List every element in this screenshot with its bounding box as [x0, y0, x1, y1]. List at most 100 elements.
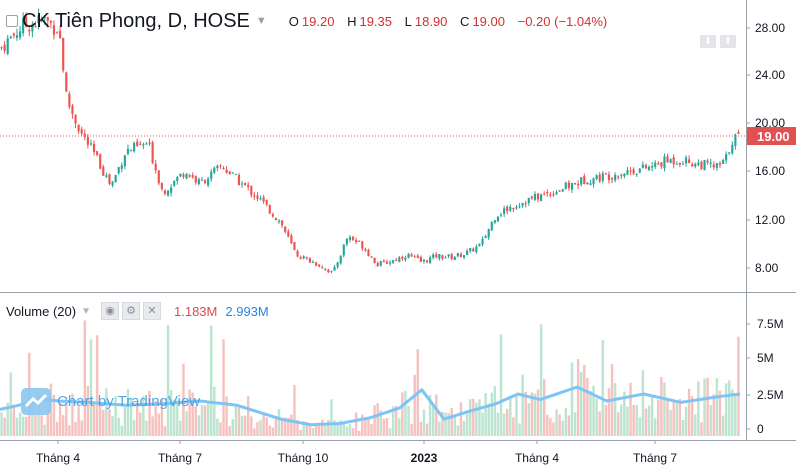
candle: [342, 244, 345, 258]
candle: [102, 164, 105, 176]
volume-bar: [425, 423, 429, 436]
gear-icon[interactable]: ⚙: [122, 302, 140, 320]
volume-bar: [216, 418, 219, 436]
volume-ma-line: [0, 385, 741, 427]
candle: [176, 175, 179, 185]
volume-bar: [672, 400, 675, 436]
candle: [623, 173, 626, 179]
chevron-down-icon[interactable]: ▼: [255, 15, 267, 27]
volume-bars: [0, 320, 740, 436]
volume-bar: [234, 404, 238, 436]
chevron-down-icon[interactable]: ▼: [81, 305, 91, 317]
watermark-text: Chart by TradingView: [57, 393, 200, 410]
candle: [610, 176, 614, 184]
candle: [552, 191, 555, 197]
volume-bar: [320, 419, 324, 436]
volume-bar: [342, 423, 346, 436]
volume-bar: [616, 412, 620, 436]
candle: [314, 261, 318, 267]
open-key: O: [288, 13, 299, 29]
candle: [651, 162, 654, 172]
volume-bar: [287, 418, 290, 436]
candle: [37, 8, 40, 30]
price-tick: 20.00: [755, 116, 785, 130]
volume-bar: [117, 417, 120, 436]
candle: [469, 247, 472, 254]
volume-legend: Volume (20) ▼ ◉ ⚙ ✕ 1.183M 2.993M: [6, 302, 269, 320]
volume-bar: [438, 421, 441, 436]
volume-bar: [191, 392, 194, 436]
close-icon[interactable]: ✕: [143, 302, 161, 320]
volume-bar: [24, 416, 28, 436]
volume-bar: [253, 428, 256, 436]
volume-bar: [475, 402, 478, 436]
volume-bar: [157, 413, 161, 436]
volume-bar: [431, 404, 435, 436]
volume-bar: [9, 372, 13, 436]
volume-bar: [333, 420, 336, 436]
candlestick-series: [0, 8, 740, 274]
candle: [43, 15, 46, 25]
candle: [345, 238, 348, 247]
candle: [287, 229, 290, 238]
volume-bar: [336, 423, 339, 436]
time-axis: Tháng 4 Tháng 7 Tháng 10 2023 Tháng 4 Th…: [36, 440, 677, 465]
candle: [660, 161, 663, 170]
candle: [536, 193, 540, 203]
candle: [456, 252, 459, 258]
visibility-checkbox[interactable]: [6, 15, 18, 27]
volume-bar: [364, 419, 367, 436]
candle: [139, 140, 142, 146]
candle: [290, 233, 293, 245]
candle: [12, 32, 15, 39]
volume-bar: [142, 396, 145, 436]
volume-bar: [666, 398, 669, 436]
chart-legend: CK Tiên Phong, D, HOSE ▼ O 19.20 H 19.35 L…: [6, 8, 616, 34]
candle: [718, 160, 722, 169]
volume-bar: [89, 339, 93, 436]
volume-bar: [687, 388, 691, 436]
volume-bar: [724, 383, 728, 436]
candle: [561, 188, 564, 193]
candle: [598, 171, 601, 184]
volume-bar: [367, 417, 370, 436]
volume-bar: [573, 412, 577, 436]
volume-bar: [650, 397, 654, 436]
volume-bar: [465, 413, 469, 436]
candle: [697, 159, 700, 167]
volume-bar: [567, 415, 571, 436]
candle: [524, 200, 527, 208]
candle: [28, 27, 31, 37]
candle: [250, 185, 253, 198]
volume-bar: [58, 403, 62, 436]
volume-bar: [653, 418, 657, 436]
volume-bar: [296, 420, 299, 436]
candle: [725, 151, 728, 164]
candle: [533, 191, 537, 202]
volume-bar: [160, 398, 164, 436]
volume-bar: [718, 390, 722, 436]
arrow-down-icon[interactable]: ⬇: [700, 35, 716, 48]
candle: [626, 166, 629, 176]
volume-bar: [675, 402, 679, 436]
volume-bar: [206, 401, 210, 436]
volume-bar: [641, 370, 645, 436]
candle: [259, 195, 262, 201]
arrow-up-icon[interactable]: ⬆: [720, 35, 736, 48]
volume-bar: [669, 409, 672, 436]
volume-bar: [132, 420, 136, 436]
candle: [506, 205, 509, 215]
candle: [715, 162, 718, 171]
candle: [364, 247, 367, 252]
candle: [496, 216, 500, 222]
volume-tick: 0: [757, 422, 764, 436]
candle: [435, 251, 438, 259]
candle: [398, 255, 401, 263]
candle: [302, 255, 305, 260]
candle: [438, 253, 441, 261]
symbol-title[interactable]: CK Tiên Phong, D, HOSE: [22, 9, 250, 32]
candle: [182, 172, 185, 180]
eye-icon[interactable]: ◉: [101, 302, 119, 320]
candle: [157, 169, 160, 186]
volume-value: 1.183M: [174, 303, 218, 319]
